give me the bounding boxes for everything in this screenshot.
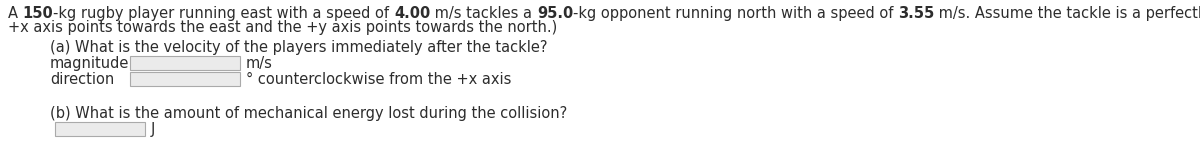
- Text: A: A: [8, 6, 23, 21]
- Text: -kg opponent running north with a speed of: -kg opponent running north with a speed …: [574, 6, 898, 21]
- Text: m/s tackles a: m/s tackles a: [431, 6, 536, 21]
- Bar: [130, 72, 240, 86]
- Text: m/s: m/s: [246, 56, 272, 71]
- Text: ° counterclockwise from the +x axis: ° counterclockwise from the +x axis: [246, 72, 511, 87]
- Text: +x axis points towards the east and the +y axis points towards the north.): +x axis points towards the east and the …: [8, 20, 557, 35]
- Text: (b) What is the amount of mechanical energy lost during the collision?: (b) What is the amount of mechanical ene…: [50, 106, 568, 121]
- Bar: [130, 56, 240, 70]
- Text: J: J: [151, 122, 155, 137]
- Text: 150: 150: [23, 6, 53, 21]
- Text: magnitude: magnitude: [50, 56, 130, 71]
- Text: 4.00: 4.00: [394, 6, 431, 21]
- Text: m/s. Assume the tackle is a perfectly inelastic collision. (Assume that the: m/s. Assume the tackle is a perfectly in…: [935, 6, 1200, 21]
- Bar: [55, 122, 145, 136]
- Text: (a) What is the velocity of the players immediately after the tackle?: (a) What is the velocity of the players …: [50, 40, 547, 55]
- Text: direction: direction: [50, 72, 114, 87]
- Text: 3.55: 3.55: [898, 6, 935, 21]
- Text: -kg rugby player running east with a speed of: -kg rugby player running east with a spe…: [53, 6, 394, 21]
- Text: 95.0: 95.0: [536, 6, 574, 21]
